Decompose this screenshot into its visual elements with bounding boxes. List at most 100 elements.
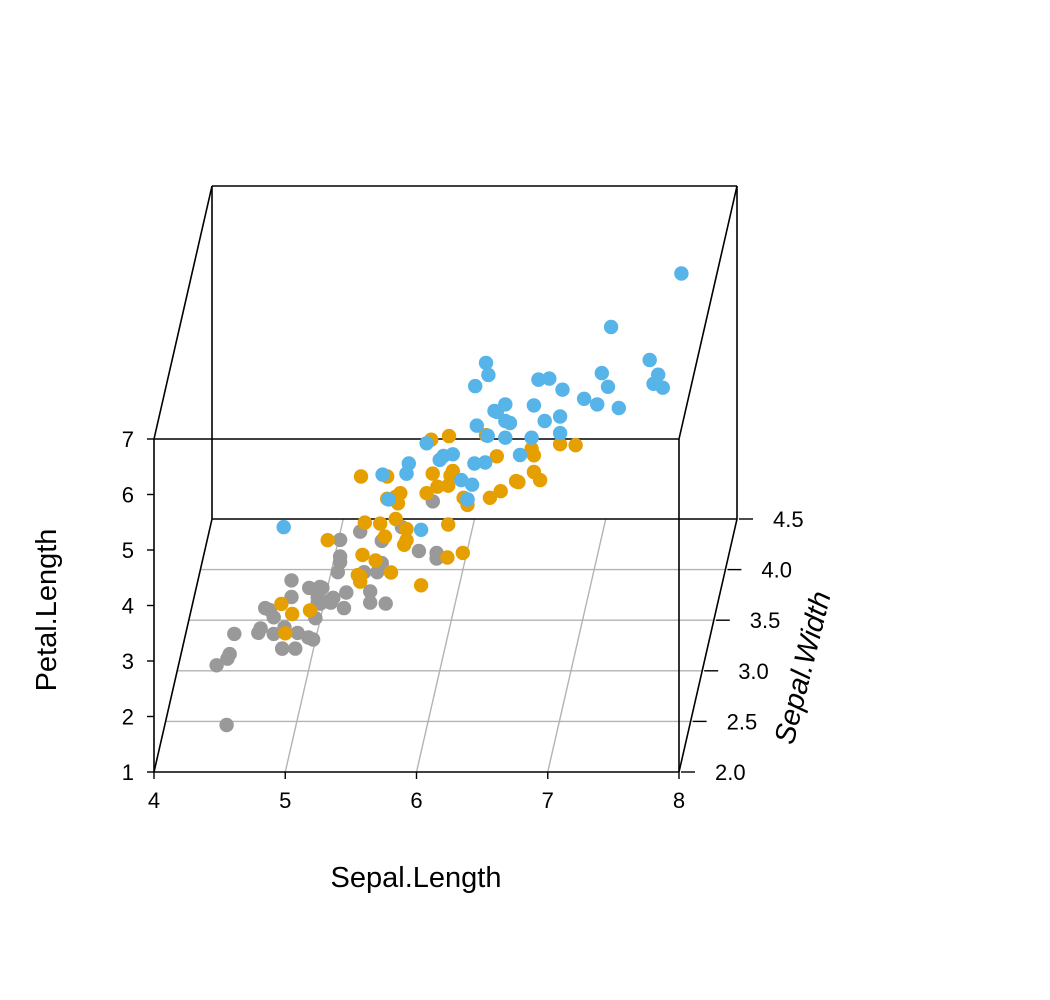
data-point-series-2 [425, 466, 440, 481]
data-point-series-3 [464, 477, 480, 492]
data-point-series-3 [646, 376, 661, 391]
data-point-series-2 [302, 603, 318, 618]
x-tick-label: 6 [410, 788, 422, 813]
data-point-series-2 [383, 565, 399, 580]
data-point-series-2 [441, 517, 456, 532]
data-point-series-1 [429, 545, 444, 561]
data-point-series-3 [498, 397, 513, 412]
data-point-series-3 [524, 430, 539, 445]
data-point-series-2 [377, 529, 393, 544]
data-point-series-2 [373, 516, 388, 531]
data-point-series-3 [478, 355, 494, 371]
data-point-series-3 [542, 371, 557, 386]
data-point-series-2 [493, 484, 508, 499]
data-point-series-3 [603, 319, 619, 335]
data-point-series-2 [285, 606, 300, 622]
data-point-series-1 [266, 610, 281, 625]
box-edge [153, 518, 213, 773]
z-tick-label: 3 [122, 649, 134, 674]
z-tick-label: 2 [122, 705, 134, 730]
data-point-series-3 [381, 492, 396, 507]
data-point-series-2 [388, 511, 403, 527]
data-point-series-3 [594, 365, 609, 381]
data-point-series-2 [482, 490, 498, 505]
data-point-series-3 [480, 428, 495, 443]
data-point-series-1 [219, 717, 234, 733]
box-edge [678, 518, 738, 773]
data-point-series-1 [284, 573, 299, 588]
data-point-series-2 [489, 449, 504, 464]
data-point-series-2 [274, 596, 289, 612]
data-point-series-1 [302, 580, 317, 596]
data-point-series-3 [375, 467, 390, 482]
data-point-series-2 [350, 567, 365, 583]
data-point-series-3 [276, 519, 291, 535]
data-point-series-1 [332, 532, 348, 548]
y-tick-label: 4.0 [761, 558, 792, 583]
data-point-series-3 [498, 413, 513, 429]
data-point-series-3 [600, 379, 616, 394]
data-point-series-3 [478, 455, 493, 470]
data-point-series-1 [370, 565, 385, 580]
data-point-series-3 [399, 466, 414, 481]
data-point-series-3 [460, 492, 475, 507]
x-tick-label: 5 [279, 788, 291, 813]
data-point-series-3 [436, 448, 451, 464]
data-point-series-3 [555, 382, 570, 397]
z-axis-title: Petal.Length [31, 529, 63, 692]
data-point-series-1 [258, 600, 273, 616]
x-tick-label: 4 [148, 788, 160, 813]
z-tick-label: 5 [122, 538, 134, 563]
data-point-series-1 [284, 589, 299, 605]
grid-line-x [415, 518, 476, 773]
data-point-series-3 [467, 456, 482, 471]
data-point-series-3 [642, 352, 657, 368]
data-point-series-3 [498, 430, 513, 445]
data-point-series-3 [674, 266, 689, 281]
data-point-series-2 [278, 626, 293, 641]
x-tick-label: 7 [542, 788, 554, 813]
y-tick-label: 3.0 [738, 659, 769, 684]
data-point-series-1 [275, 641, 290, 656]
y-tick-label: 4.5 [773, 507, 804, 532]
data-point-series-3 [526, 398, 542, 413]
data-point-series-2 [524, 441, 539, 456]
z-tick-label: 7 [122, 427, 134, 452]
data-point-series-1 [363, 584, 378, 599]
data-point-series-2 [440, 550, 455, 565]
data-point-series-2 [320, 533, 335, 548]
data-point-series-1 [411, 543, 427, 559]
data-point-series-1 [363, 595, 378, 610]
z-tick-label: 6 [122, 483, 134, 508]
data-point-series-3 [531, 372, 546, 387]
data-point-series-2 [419, 486, 434, 501]
data-point-series-1 [209, 658, 224, 673]
data-point-series-3 [512, 447, 528, 463]
data-point-series-2 [357, 515, 372, 530]
data-point-series-2 [397, 537, 412, 552]
data-point-series-1 [301, 630, 316, 645]
data-point-series-2 [508, 473, 524, 489]
data-point-series-2 [399, 521, 414, 537]
data-point-series-1 [220, 651, 235, 666]
y-tick-label: 3.5 [750, 608, 781, 633]
data-point-series-1 [321, 594, 336, 609]
y-tick-label: 2.5 [727, 709, 758, 734]
data-point-series-1 [378, 596, 393, 611]
data-points [209, 266, 689, 733]
data-point-series-1 [339, 585, 354, 600]
axis-ticks: 4 5 6 7 8 1 2 3 4 5 6 7 2.0 2.5 3.0 3.5 4.0 4.5 [122, 427, 804, 813]
data-point-series-3 [481, 367, 496, 383]
data-point-series-3 [552, 409, 568, 424]
data-point-series-1 [227, 626, 242, 642]
data-point-series-3 [576, 391, 592, 406]
data-point-series-3 [469, 418, 484, 433]
data-point-series-1 [330, 565, 345, 580]
x-axis-title: Sepal.Length [331, 862, 502, 894]
x-tick-label: 8 [673, 788, 685, 813]
data-point-series-2 [441, 478, 456, 493]
data-point-series-3 [552, 425, 568, 441]
data-point-series-1 [336, 600, 352, 616]
box-edge [678, 185, 738, 440]
